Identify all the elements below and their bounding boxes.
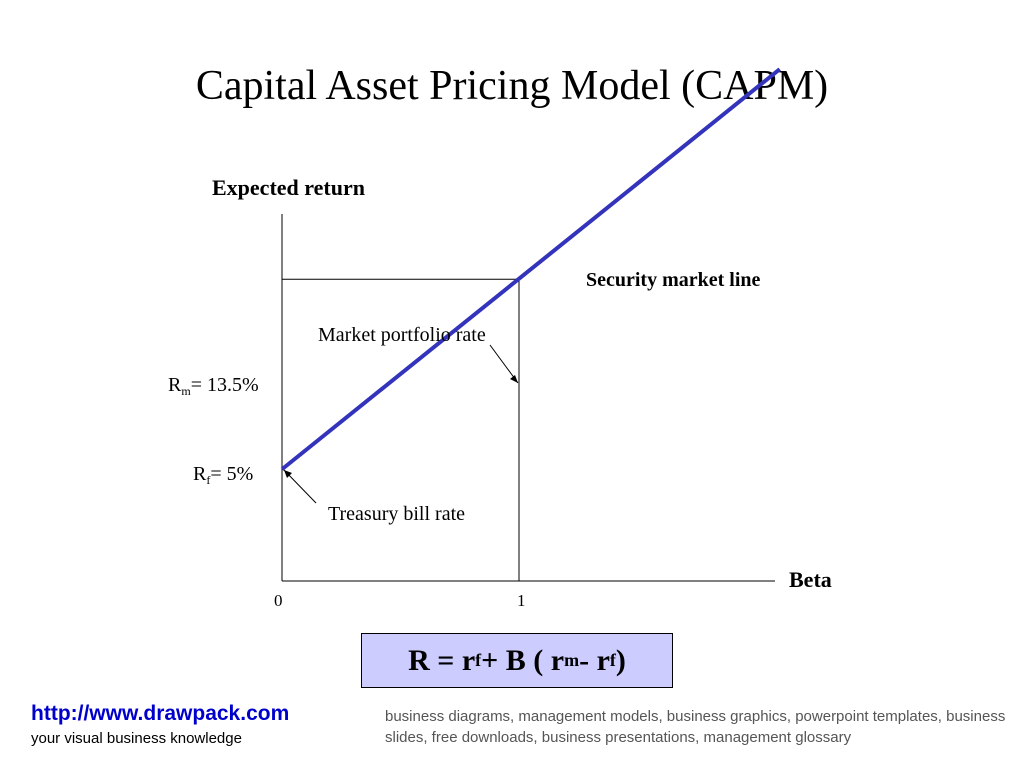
rf-symbol: R <box>193 463 207 485</box>
x-tick-label-1: 1 <box>517 591 526 610</box>
site-tagline: your visual business knowledge <box>31 730 242 747</box>
y-axis-label: Expected return <box>212 175 365 200</box>
formula-sub-rm: m <box>564 650 580 670</box>
rm-label: Rm= 13.5% <box>168 374 259 399</box>
rf-label: Rf= 5% <box>193 463 253 488</box>
formula-sub-rf: f <box>475 650 482 670</box>
site-url-link[interactable]: http://www.drawpack.com <box>31 702 290 725</box>
page-title: Capital Asset Pricing Model (CAPM) <box>195 63 829 109</box>
market-portfolio-arrow <box>489 344 519 384</box>
formula-lead: R = r <box>408 643 476 677</box>
rf-value: = 5% <box>210 463 254 485</box>
series-label-security-market-line: Security market line <box>586 269 761 291</box>
security-market-line <box>280 67 781 471</box>
treasury-bill-arrow <box>283 469 317 504</box>
formula-sub-rf-2: f <box>609 650 616 670</box>
formula-tail: ) <box>615 643 626 677</box>
formula-mid: + B ( r <box>481 643 565 677</box>
rm-subscript: m <box>181 384 191 398</box>
formula-minus: - r <box>579 643 610 677</box>
treasury-bill-annotation: Treasury bill rate <box>328 503 466 525</box>
footer-keywords: business diagrams, management models, bu… <box>385 708 1006 746</box>
market-portfolio-annotation: Market portfolio rate <box>318 324 486 346</box>
rm-value: = 13.5% <box>190 374 259 396</box>
x-axis-label: Beta <box>789 567 832 592</box>
rm-symbol: R <box>168 374 182 396</box>
rf-subscript: f <box>206 473 211 487</box>
x-tick-label-0: 0 <box>274 591 283 610</box>
